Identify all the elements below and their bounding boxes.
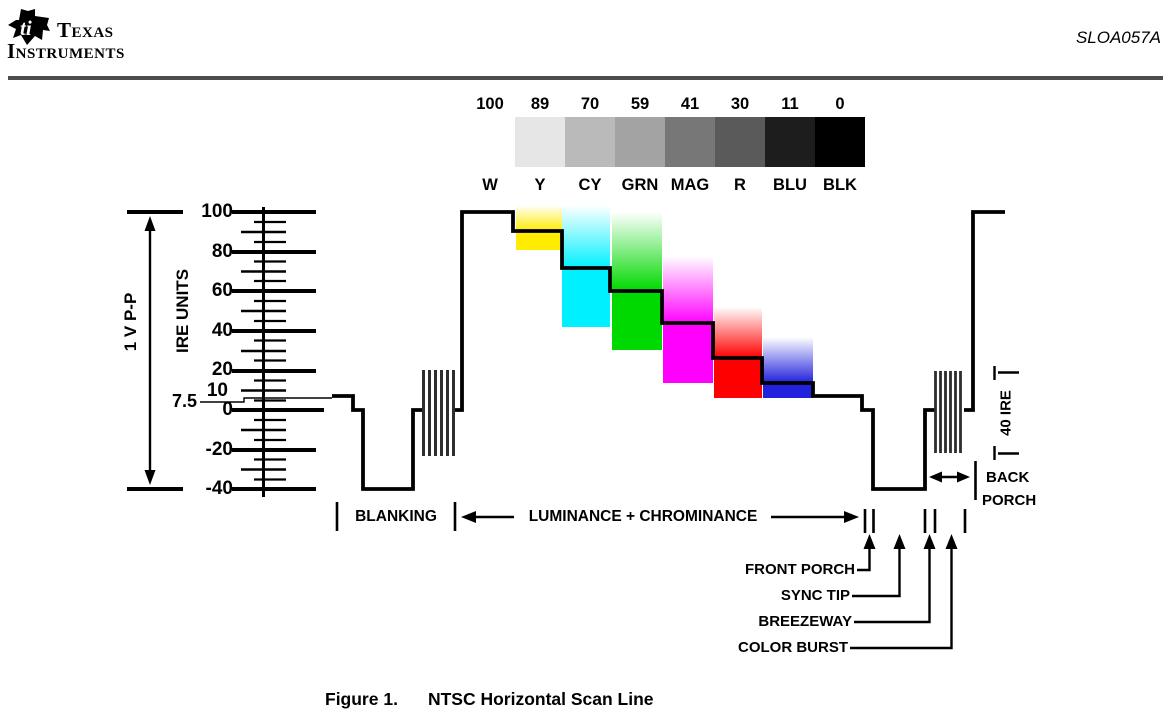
ire-tick-label: 20 xyxy=(211,359,233,380)
color-burst-right xyxy=(934,371,962,453)
colorbar-swatch-y xyxy=(515,117,565,167)
color-burst-left xyxy=(422,370,455,456)
figure-caption: Figure 1. NTSC Horizontal Scan Line xyxy=(325,689,654,710)
sync-tip-label: SYNC TIP xyxy=(780,587,850,604)
colorbar-value: 59 xyxy=(630,95,650,113)
patch-magenta xyxy=(663,256,713,383)
colorbar-label: CY xyxy=(578,176,602,194)
patch-red xyxy=(714,307,762,398)
colorbar-value: 89 xyxy=(530,95,550,113)
pp-voltage-label: 1 V P-P xyxy=(121,292,140,352)
colorbar-value: 11 xyxy=(781,95,799,113)
patch-green xyxy=(612,212,662,350)
one-volt-pp-arrow xyxy=(127,210,183,491)
colorbar-value: 0 xyxy=(835,95,845,113)
colorbar-swatch-r xyxy=(715,117,765,167)
axis-title: IRE UNITS xyxy=(173,268,192,354)
colorbar-value: 100 xyxy=(476,95,504,113)
colorbar-label: MAG xyxy=(670,176,710,194)
colorbar-label: R xyxy=(734,176,746,194)
patch-yellow xyxy=(516,205,562,250)
ire-ruler xyxy=(200,207,332,497)
colorbar-label: BLK xyxy=(823,176,857,194)
interval-bars xyxy=(335,461,977,533)
ire-tick-label: -20 xyxy=(205,439,233,460)
colorbar-label: W xyxy=(482,176,498,194)
document-number: SLOA057A xyxy=(1075,28,1161,47)
span-arrows xyxy=(461,511,859,523)
header-rule xyxy=(8,76,1163,80)
figure-title: NTSC Horizontal Scan Line xyxy=(427,689,654,709)
figure-number: Figure 1. xyxy=(325,689,398,709)
colorbar-label: BLU xyxy=(773,176,807,194)
color-burst-label: COLOR BURST xyxy=(738,639,848,656)
back-porch-label-line1: BACK xyxy=(986,469,1030,486)
scanline-waveform xyxy=(332,210,1005,491)
ti-logo-text: ti xyxy=(20,16,32,40)
front-porch-label: FRONT PORCH xyxy=(745,561,855,578)
ire-tick-label: 10 xyxy=(206,380,228,401)
ire-tick-label: 80 xyxy=(211,241,233,262)
callout-arrowheads xyxy=(863,534,958,549)
setup-reference-line xyxy=(200,397,332,403)
brand-instruments: Instruments xyxy=(7,39,125,63)
colorbar-swatch-mag xyxy=(665,117,715,167)
colorbar-label: Y xyxy=(534,176,546,194)
colorbar-value: 70 xyxy=(580,95,600,113)
colorbar-swatch-blu xyxy=(765,117,815,167)
ire-tick-label: 60 xyxy=(211,280,233,301)
ire-tick-label: 40 xyxy=(211,320,233,341)
header: ti Texas Instruments SLOA057A xyxy=(0,0,1169,80)
breezeway-label: BREEZEWAY xyxy=(758,613,852,630)
setup-level-label: 7.5 xyxy=(171,391,197,411)
back-porch-label-line2: PORCH xyxy=(982,492,1037,509)
colorbar-label: GRN xyxy=(621,176,659,194)
colorbar-swatch-blk xyxy=(815,117,865,167)
burst-amplitude-label: 40 IRE xyxy=(997,390,1015,436)
callout-arrows xyxy=(850,548,953,650)
colorbar-value: 30 xyxy=(730,95,750,113)
chroma-patches xyxy=(516,205,813,398)
ire-tick-label: 100 xyxy=(201,201,233,222)
ti-logo-icon: ti xyxy=(8,9,50,45)
patch-cyan xyxy=(562,205,610,327)
burst-amplitude-bracket xyxy=(993,366,1019,460)
back-porch-arrow xyxy=(929,471,970,483)
blanking-label: BLANKING xyxy=(355,508,437,525)
colorbar-swatch-cy xyxy=(565,117,615,167)
luminance-chrominance-label: LUMINANCE + CHROMINANCE xyxy=(528,508,758,525)
ire-tick-label: 0 xyxy=(222,399,233,420)
ire-tick-label: -40 xyxy=(205,478,233,499)
colorbar-swatch-grn xyxy=(615,117,665,167)
colorbar-value: 41 xyxy=(680,95,700,113)
patch-blue xyxy=(763,337,813,398)
brand-texas: Texas xyxy=(57,18,114,42)
